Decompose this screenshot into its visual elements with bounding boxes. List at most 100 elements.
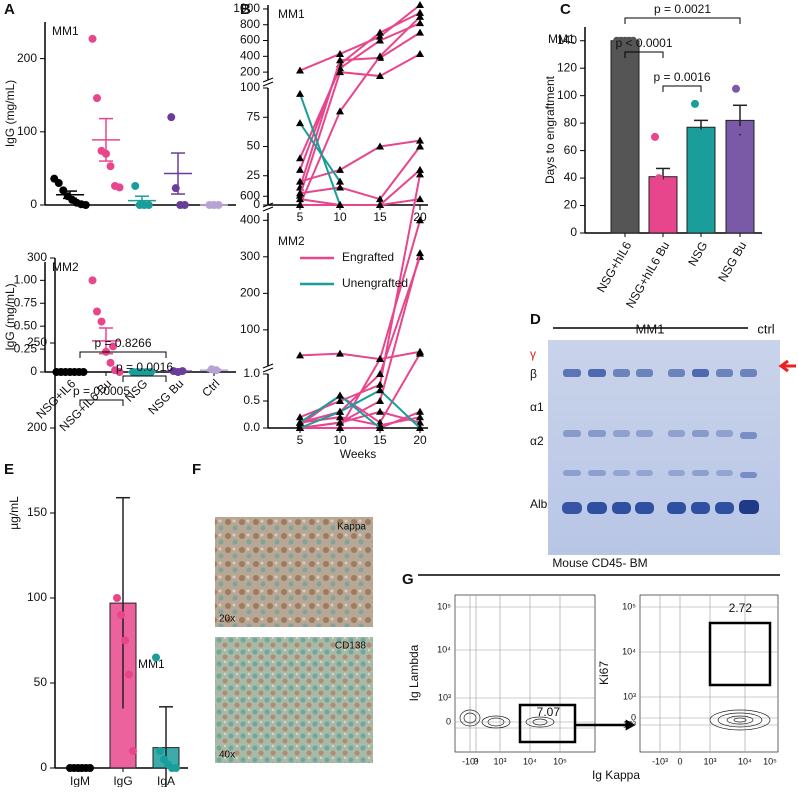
data-point [667, 187, 675, 196]
p-value: p = 0.0016 [116, 360, 173, 374]
y-tick-label: 0 [30, 364, 37, 378]
y-tick-label: 200 [240, 64, 260, 78]
x-tick-label: 15 [373, 433, 387, 447]
series-line [299, 145, 421, 201]
significance-bracket [79, 399, 124, 406]
x-tick-label: 10⁴ [523, 756, 537, 766]
panel-label: A [4, 1, 15, 18]
data-point [296, 154, 304, 162]
data-point [336, 201, 344, 208]
y-tick-label: 300 [240, 249, 260, 263]
series-line [299, 353, 421, 427]
data-point [296, 418, 304, 426]
data-point [376, 36, 384, 44]
p-value: p = 0.8266 [94, 336, 151, 350]
x-tick-label: NSG Bu [715, 239, 749, 284]
series-line [299, 16, 421, 206]
x-tick-label: 0 [677, 756, 682, 766]
data-point [336, 418, 344, 426]
data-point [296, 413, 304, 421]
x-tick-label: -10³ [652, 756, 668, 766]
y-tick-label: 0.50 [14, 318, 38, 332]
data-point [416, 413, 424, 421]
y-tick-label: 100 [240, 322, 260, 336]
y-tick-label: 1000 [233, 1, 260, 15]
data-point [296, 177, 304, 185]
series-line [299, 53, 421, 196]
data-point [376, 195, 384, 203]
data-point [416, 136, 424, 144]
chart-title: MM1 [548, 32, 575, 46]
data-point [178, 367, 187, 376]
y-tick-label: 75 [247, 109, 261, 123]
y-tick-label: 0.25 [14, 341, 38, 355]
data-point [54, 179, 63, 188]
y-tick-label: 100 [240, 80, 260, 94]
data-point [97, 317, 106, 326]
y-tick-label: 100 [27, 590, 47, 604]
data-point [336, 397, 344, 404]
y-tick-label: 0 [570, 225, 577, 239]
y-tick-label: 0.75 [14, 295, 38, 309]
data-point [88, 276, 97, 285]
y-tick-label: 60 [564, 143, 578, 157]
series-line [299, 174, 421, 419]
data-point [336, 407, 344, 415]
data-point [336, 391, 344, 399]
x-axis-label: Weeks [340, 447, 376, 461]
magnification: 20x [219, 614, 235, 625]
data-point [416, 195, 424, 203]
band-label: Alb [530, 497, 548, 511]
data-point [376, 201, 384, 208]
data-point [736, 126, 744, 134]
data-point [416, 1, 424, 8]
y-tick-label: 10⁴ [622, 646, 636, 656]
y-tick-label: 600 [240, 188, 260, 202]
data-point [659, 179, 667, 188]
x-tick-label: -10³ [462, 756, 478, 766]
series-line [299, 122, 341, 183]
y-tick-label: 120 [557, 60, 577, 74]
band-label: α2 [530, 434, 544, 448]
panel-label: C [560, 1, 571, 18]
flow-panel: G Mouse CD45- BM Ig Kappa 7.07 2.72 Ig L… [402, 556, 780, 782]
data-point [79, 368, 88, 376]
data-point [93, 307, 101, 316]
axis-break [262, 77, 274, 87]
data-point [416, 216, 424, 224]
data-point [106, 162, 115, 171]
p-value: p < 0.0001 [615, 36, 672, 50]
data-point [102, 149, 110, 158]
data-point [115, 183, 124, 192]
data-point [336, 165, 344, 173]
data-point [416, 28, 424, 36]
y-tick-label: 0 [253, 197, 260, 211]
axis-break [262, 363, 274, 373]
data-point [214, 201, 223, 209]
y-tick-label: 800 [240, 17, 260, 31]
data-point [171, 184, 180, 193]
gel-panel: D MM1 ctrl γ β α1 α2 Alb [530, 311, 796, 555]
data-point [296, 424, 304, 431]
x-tick-label: 10 [333, 210, 347, 224]
data-point [296, 165, 304, 173]
data-point [109, 342, 117, 351]
x-tick-label: NSG+hIL6 [594, 239, 634, 295]
p-value: p = 0.0016 [653, 70, 710, 84]
x-tick-label: 15 [373, 210, 387, 224]
chart-title: MM1 [278, 7, 305, 21]
data-point [376, 28, 384, 36]
chart-title: MM2 [278, 234, 305, 248]
data-point [336, 107, 344, 115]
data-point [296, 195, 304, 203]
y-tick-label: 150 [27, 505, 47, 519]
data-point [336, 413, 344, 421]
legend-label: Unengrafted [342, 276, 408, 290]
y-tick-label: 0 [446, 716, 451, 726]
y-tick-label: 10⁴ [437, 644, 451, 654]
y-tick-label: 0.0 [243, 420, 260, 434]
data-point [376, 380, 384, 388]
magnification: 40x [219, 750, 235, 761]
y-axis-label: IgG (mg/mL) [3, 283, 17, 350]
